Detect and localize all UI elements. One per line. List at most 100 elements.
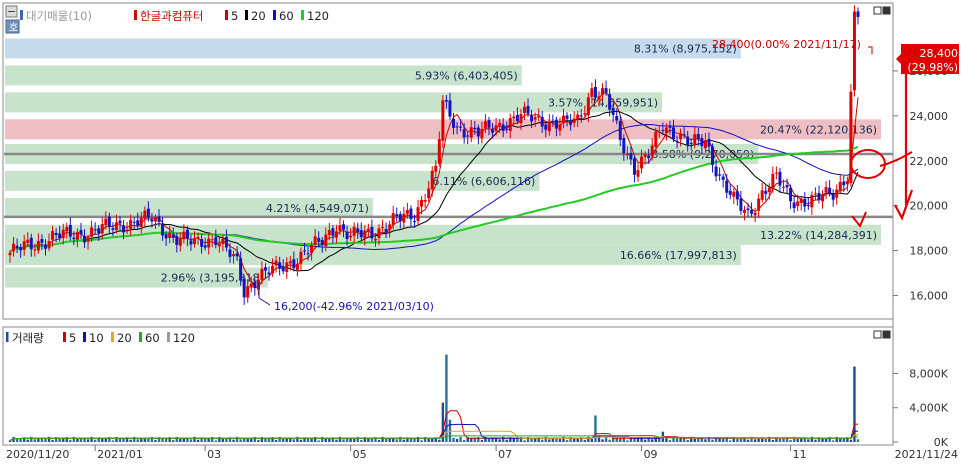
volume-profile-label-2: 3.57% (14,659,951) <box>548 96 658 109</box>
candle-body-158 <box>569 120 573 125</box>
close-icon[interactable] <box>882 6 891 15</box>
candle-body-150 <box>540 116 544 127</box>
volume-bar-45 <box>168 437 171 442</box>
volume-bar-87 <box>317 440 320 442</box>
volume-bar-123 <box>445 354 448 442</box>
candle-body-227 <box>813 193 817 195</box>
candle-body-69 <box>253 281 257 289</box>
volume-close-icon[interactable] <box>882 330 891 339</box>
volume-bar-14 <box>58 438 61 442</box>
candle-body-194 <box>696 134 700 140</box>
ma-line-5 <box>9 92 859 288</box>
legend-title[interactable]: 대기매물(10) <box>26 9 92 23</box>
volume-bar-132 <box>477 437 480 442</box>
volume-bar-48 <box>179 438 182 442</box>
candle-body-45 <box>168 232 172 239</box>
volume-bar-47 <box>175 436 178 442</box>
candle-body-165 <box>593 86 597 98</box>
candle-body-214 <box>767 187 771 193</box>
ma-legend-swatch-0 <box>225 10 228 20</box>
candle-body-21 <box>83 236 87 243</box>
volume-bar-181 <box>651 439 654 442</box>
settings-icon[interactable] <box>5 19 20 34</box>
volume-bar-239 <box>856 439 860 442</box>
volume-bar-55 <box>203 437 207 442</box>
volume-bar-148 <box>533 437 537 442</box>
candle-body-236 <box>845 181 849 184</box>
volume-bar-35 <box>132 436 136 442</box>
volume-bar-82 <box>299 439 303 442</box>
volume-ma-line-5 <box>9 410 859 441</box>
candle-body-145 <box>522 106 526 114</box>
volume-bar-17 <box>69 440 72 442</box>
volume-bar-183 <box>658 437 661 442</box>
candle-body-12 <box>51 230 55 240</box>
candle-body-88 <box>320 239 324 246</box>
volume-bar-185 <box>665 436 668 442</box>
volume-bar-74 <box>271 437 274 442</box>
candle-body-237 <box>849 91 853 184</box>
current-price-value: 28,400 <box>920 47 959 60</box>
volume-bar-228 <box>817 437 821 442</box>
candle-body-223 <box>799 198 803 203</box>
candle-body-27 <box>104 218 108 226</box>
candle-body-215 <box>771 173 775 190</box>
volume-bar-79 <box>289 437 292 442</box>
volume-bar-180 <box>647 436 650 442</box>
candle-body-233 <box>835 189 839 198</box>
volume-bar-98 <box>356 436 359 442</box>
candle-body-180 <box>647 155 651 159</box>
volume-profile-label-5: 6.11% (6,606,116) <box>432 175 535 188</box>
candle-body-212 <box>760 190 764 200</box>
candle-body-62 <box>228 249 232 257</box>
volume-bar-77 <box>282 438 285 442</box>
volume-bar-202 <box>725 436 728 442</box>
volume-bar-4 <box>22 437 26 442</box>
y-tick-label-3: 22,000 <box>910 155 949 168</box>
volume-bar-36 <box>136 439 139 442</box>
candle-body-70 <box>256 279 260 290</box>
volume-bar-22 <box>86 439 90 442</box>
candle-body-199 <box>714 166 718 177</box>
volume-bar-170 <box>611 437 615 442</box>
volume-bar-96 <box>349 437 352 442</box>
candle-body-134 <box>483 121 487 129</box>
volume-profile-label-6: 4.21% (4,549,071) <box>266 202 369 215</box>
volume-profile-bar-2 <box>5 92 662 113</box>
candle-body-19 <box>75 231 79 240</box>
candle-body-108 <box>391 213 395 225</box>
volume-bar-89 <box>324 438 327 442</box>
candle-body-208 <box>746 208 750 211</box>
volume-bar-145 <box>523 440 526 442</box>
volume-bar-208 <box>746 439 750 442</box>
candle-body-235 <box>842 181 846 186</box>
volume-bar-139 <box>501 436 505 442</box>
vol-y-tick-label-0: 0K <box>934 436 949 449</box>
maximize-icon[interactable] <box>873 6 882 15</box>
volume-ma-line-20 <box>9 430 859 441</box>
volume-bar-80 <box>292 439 296 442</box>
candle-body-172 <box>618 120 622 140</box>
volume-maximize-icon[interactable] <box>873 330 882 339</box>
high-annotation: 28,400(0.00% 2021/11/17) <box>712 38 861 51</box>
candle-body-44 <box>164 234 168 239</box>
volume-bar-33 <box>125 437 129 442</box>
volume-bar-142 <box>512 437 516 442</box>
legend-stock-name[interactable]: 한글과컴퓨터 <box>140 9 203 23</box>
volume-bar-159 <box>572 438 576 442</box>
candle-body-4 <box>22 241 26 250</box>
candle-body-142 <box>512 116 516 119</box>
candle-body-47 <box>175 236 179 245</box>
volume-bar-178 <box>640 437 643 442</box>
volume-bar-61 <box>225 437 228 442</box>
candle-body-22 <box>86 237 90 242</box>
x-tick-label-4: 07 <box>498 448 512 461</box>
volume-bar-101 <box>367 438 370 442</box>
volume-profile-bar-5 <box>5 170 540 191</box>
candle-body-83 <box>302 250 306 252</box>
volume-legend-title[interactable]: 거래량 <box>12 331 44 345</box>
candle-body-188 <box>675 140 679 142</box>
candle-body-197 <box>707 138 711 147</box>
candle-body-109 <box>395 214 399 217</box>
